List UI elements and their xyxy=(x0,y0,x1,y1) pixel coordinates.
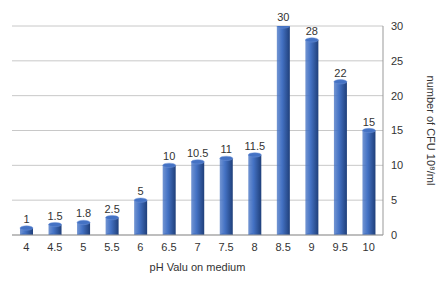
svg-text:pH Valu on medium: pH Valu on medium xyxy=(150,261,246,273)
svg-text:15: 15 xyxy=(391,124,403,136)
svg-text:5.5: 5.5 xyxy=(104,241,119,253)
svg-text:10: 10 xyxy=(391,159,403,171)
svg-text:5: 5 xyxy=(80,241,86,253)
svg-text:7.5: 7.5 xyxy=(218,241,233,253)
svg-text:15: 15 xyxy=(363,116,375,128)
svg-text:1.5: 1.5 xyxy=(47,210,62,222)
svg-text:8: 8 xyxy=(252,241,258,253)
svg-text:0: 0 xyxy=(391,229,397,241)
svg-text:30: 30 xyxy=(391,20,403,32)
svg-text:10: 10 xyxy=(363,241,375,253)
svg-text:9: 9 xyxy=(309,241,315,253)
svg-text:5: 5 xyxy=(391,194,397,206)
svg-text:4: 4 xyxy=(23,241,29,253)
svg-text:10: 10 xyxy=(163,150,175,162)
svg-text:1: 1 xyxy=(23,213,29,225)
svg-text:7: 7 xyxy=(194,241,200,253)
svg-text:8.5: 8.5 xyxy=(275,241,290,253)
svg-text:number of CFU 10⁸/ml: number of CFU 10⁸/ml xyxy=(425,76,437,186)
svg-text:9.5: 9.5 xyxy=(333,241,348,253)
svg-text:30: 30 xyxy=(277,11,289,23)
svg-text:22: 22 xyxy=(334,67,346,79)
svg-text:10.5: 10.5 xyxy=(187,147,208,159)
svg-text:28: 28 xyxy=(306,25,318,37)
svg-text:4.5: 4.5 xyxy=(47,241,62,253)
svg-text:6: 6 xyxy=(137,241,143,253)
svg-text:6.5: 6.5 xyxy=(161,241,176,253)
svg-text:25: 25 xyxy=(391,55,403,67)
svg-text:11.5: 11.5 xyxy=(245,140,266,152)
svg-text:11: 11 xyxy=(221,143,232,155)
svg-text:2.5: 2.5 xyxy=(104,203,119,215)
svg-text:1.8: 1.8 xyxy=(76,207,91,219)
svg-text:20: 20 xyxy=(391,90,403,102)
svg-text:5: 5 xyxy=(138,185,144,197)
